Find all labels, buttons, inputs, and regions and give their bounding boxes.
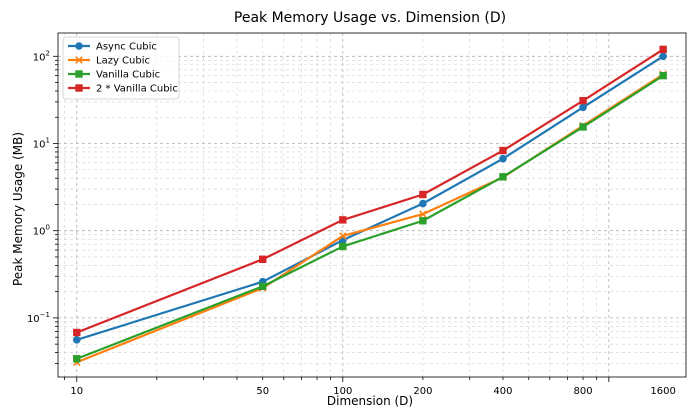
y-tick-label: 10−1 bbox=[27, 311, 50, 325]
chart-title: Peak Memory Usage vs. Dimension (D) bbox=[234, 10, 506, 26]
x-marker-stroke bbox=[75, 56, 83, 64]
legend-item: Lazy Cubic bbox=[68, 56, 150, 67]
data-point bbox=[73, 355, 81, 363]
x-tick-label: 400 bbox=[493, 386, 512, 397]
series-2-vanilla-cubic bbox=[73, 45, 667, 337]
data-point bbox=[659, 71, 667, 80]
axes: 10 50 100 200 400 800 1600 10−1 100 101 102 bbox=[27, 49, 676, 397]
data-point bbox=[499, 154, 507, 163]
data-point bbox=[579, 96, 587, 105]
data-point bbox=[419, 217, 427, 225]
x-tick-label: 50 bbox=[256, 386, 269, 397]
x-tick-label: 100 bbox=[333, 386, 352, 397]
legend-label: Vanilla Cubic bbox=[96, 70, 160, 81]
legend-label: Lazy Cubic bbox=[96, 56, 150, 67]
legend-marker bbox=[75, 70, 83, 78]
data-point bbox=[259, 282, 267, 291]
data-point bbox=[419, 210, 427, 218]
data-point bbox=[579, 123, 587, 131]
legend-marker bbox=[75, 84, 83, 92]
legend-item: Async Cubic bbox=[68, 42, 157, 53]
legend-box bbox=[62, 36, 180, 100]
x-axis-title: Dimension (D) bbox=[327, 394, 413, 408]
data-point bbox=[659, 45, 667, 54]
legend: Async Cubic Lazy Cubic Vanilla Cubic 2 * Va… bbox=[62, 36, 180, 100]
legend-label: 2 * Vanilla Cubic bbox=[96, 84, 178, 95]
grid bbox=[58, 33, 686, 377]
data-point bbox=[73, 328, 81, 337]
plot-frame bbox=[57, 32, 687, 378]
data-point bbox=[419, 199, 427, 208]
series-vanilla-cubic bbox=[73, 71, 667, 363]
legend-marker bbox=[75, 42, 83, 50]
x-tick-label: 1600 bbox=[650, 386, 675, 397]
data-point bbox=[339, 242, 347, 251]
x-tick-label: 10 bbox=[70, 386, 83, 397]
y-tick-label: 102 bbox=[33, 49, 50, 63]
legend-label: Async Cubic bbox=[96, 42, 157, 53]
x-marker-stroke bbox=[419, 210, 427, 218]
data-point bbox=[339, 216, 347, 224]
data-point bbox=[419, 190, 427, 199]
data-point bbox=[499, 146, 507, 155]
data-point bbox=[339, 232, 347, 240]
legend-item: 2 * Vanilla Cubic bbox=[68, 84, 178, 95]
x-tick-label: 800 bbox=[574, 386, 593, 397]
data-point bbox=[259, 255, 267, 263]
y-axis-title: Peak Memory Usage (MB) bbox=[11, 132, 25, 286]
x-tick-label: 200 bbox=[413, 386, 432, 397]
data-point bbox=[499, 173, 507, 181]
data-point bbox=[579, 103, 587, 112]
y-tick-label: 100 bbox=[33, 224, 50, 238]
legend-marker bbox=[75, 56, 83, 64]
y-tick-label: 101 bbox=[33, 136, 50, 150]
legend-item: Vanilla Cubic bbox=[68, 70, 160, 81]
data-point bbox=[72, 336, 81, 344]
x-marker-stroke bbox=[339, 232, 347, 240]
data-point bbox=[659, 52, 667, 61]
series-layer bbox=[72, 45, 667, 367]
